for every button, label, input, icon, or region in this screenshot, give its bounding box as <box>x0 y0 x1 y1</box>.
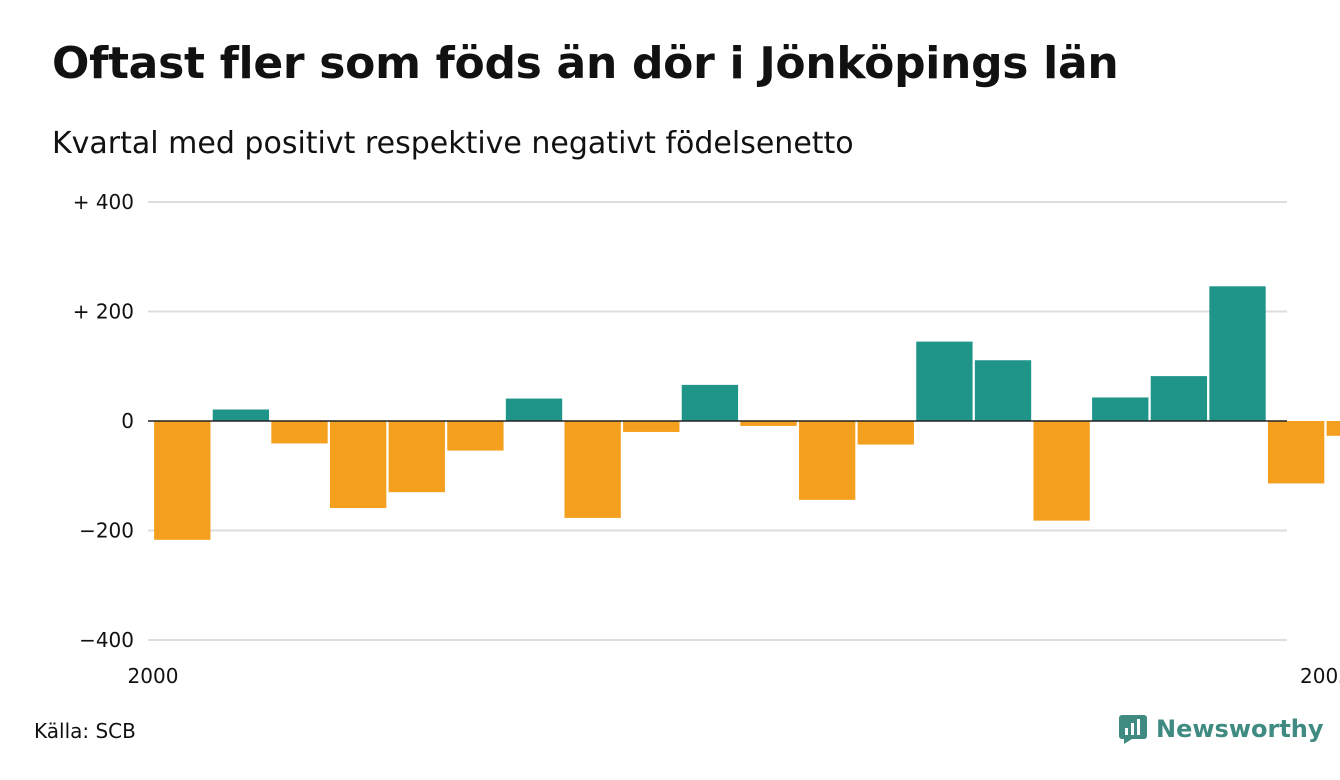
x-tick-label: 2005 <box>1300 664 1340 688</box>
brand-logo[interactable]: Newsworthy <box>1118 714 1324 744</box>
bar <box>916 341 973 421</box>
bar <box>623 421 680 432</box>
y-tick-label: −400 <box>79 628 134 652</box>
bar <box>1267 421 1325 484</box>
x-tick-label: 2000 <box>128 664 179 688</box>
bar <box>212 409 270 421</box>
y-tick-label: + 400 <box>73 190 134 214</box>
bar <box>1326 421 1340 436</box>
bar <box>447 421 504 451</box>
bar <box>271 421 328 444</box>
newsworthy-logo-icon <box>1119 715 1147 744</box>
y-tick-label: 0 <box>121 409 134 433</box>
x-axis-ticks: 20002005201020152020 <box>128 664 1340 688</box>
bar <box>1033 421 1090 521</box>
bar <box>1092 397 1149 421</box>
bar <box>1209 286 1266 421</box>
chart-subtitle: Kvartal med positivt respektive negativt… <box>52 126 854 161</box>
source-note: Källa: SCB <box>34 719 136 743</box>
bar <box>974 360 1032 421</box>
bar <box>798 421 856 500</box>
y-tick-label: −200 <box>79 519 134 543</box>
bar <box>857 421 914 445</box>
bar <box>1150 376 1208 421</box>
bar <box>505 398 563 421</box>
bar <box>681 384 739 421</box>
bar-chart: + 400+ 2000−200−400 20002005201020152020 <box>73 190 1340 688</box>
bar <box>740 421 797 426</box>
grid-lines <box>148 201 1287 641</box>
bars <box>154 286 1340 540</box>
bar <box>388 421 445 493</box>
bar <box>564 421 621 518</box>
y-tick-label: + 200 <box>73 300 134 324</box>
bar <box>154 421 211 540</box>
bar <box>329 421 387 509</box>
chart-title: Oftast fler som föds än dör i Jönköpings… <box>52 38 1119 89</box>
y-axis-ticks: + 400 + 200 0 −200 −400 <box>73 190 134 652</box>
brand-name: Newsworthy <box>1156 715 1324 743</box>
